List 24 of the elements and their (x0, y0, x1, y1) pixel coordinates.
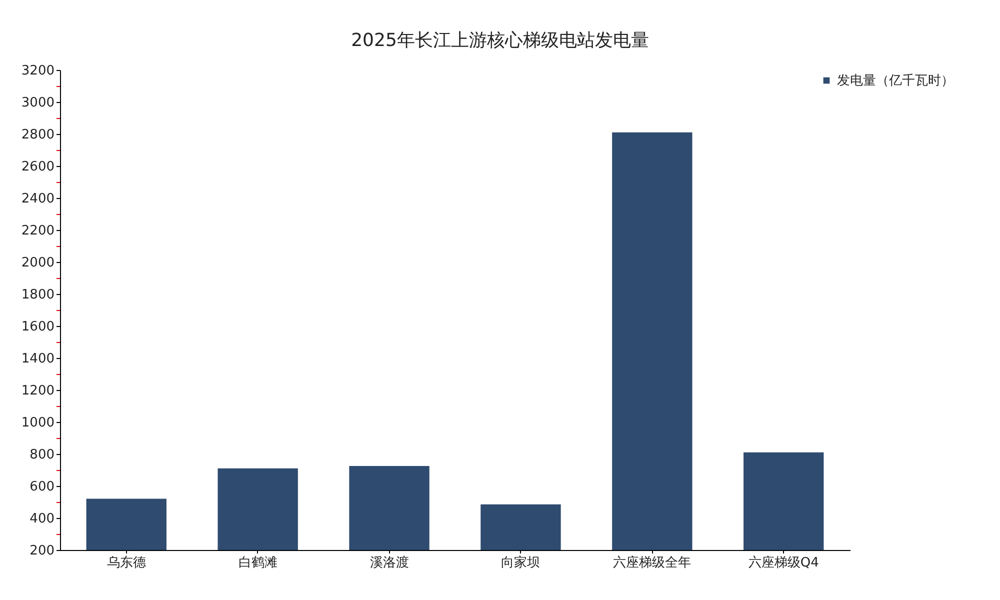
y-tick-label: 2000 (21, 256, 54, 270)
y-tick-label: 2400 (21, 192, 54, 206)
x-tick-label: 六座梯级Q4 (748, 554, 819, 570)
y-tick-label: 2200 (21, 224, 54, 238)
x-tick-label: 白鹤滩 (238, 556, 278, 570)
y-tick-label: 1800 (21, 288, 54, 302)
legend-label: 发电量（亿千瓦时） (837, 74, 954, 88)
x-tick-label: 乌东德 (106, 556, 146, 570)
y-tick-label: 2800 (21, 128, 54, 142)
y-tick-label: 200 (30, 544, 54, 558)
y-tick-label: 800 (30, 448, 54, 462)
y-tick-label: 1000 (21, 416, 54, 430)
y-tick-label: 2600 (21, 160, 54, 174)
y-tick-label: 1400 (21, 352, 54, 366)
y-tick-label: 3000 (21, 96, 54, 110)
chart-title: 2025年长江上游核心梯级电站发电量 (351, 30, 649, 51)
x-tick-label: 向家坝 (501, 554, 540, 570)
y-tick-label: 1600 (21, 320, 54, 334)
y-tick-label: 1200 (21, 384, 54, 398)
y-tick-label: 3200 (21, 64, 54, 78)
x-tick-label: 溪洛渡 (370, 556, 409, 570)
y-tick-label: 600 (30, 480, 54, 494)
x-tick-label: 六座梯级全年 (613, 554, 692, 570)
y-tick-label: 400 (30, 512, 54, 526)
